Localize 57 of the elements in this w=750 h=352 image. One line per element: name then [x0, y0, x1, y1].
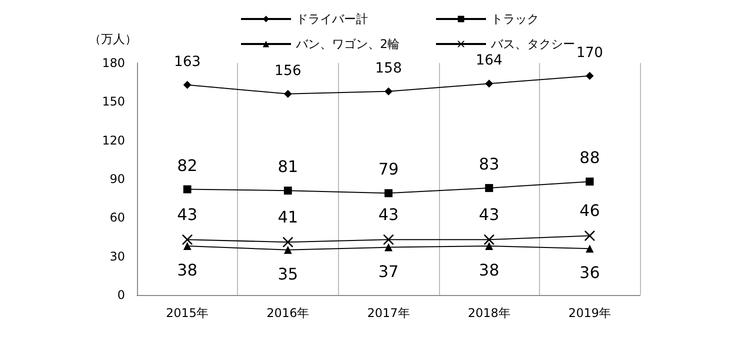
data-label: 38: [177, 260, 198, 280]
point: [586, 244, 594, 253]
point: [284, 246, 292, 254]
point: [384, 234, 394, 245]
point: [284, 186, 292, 195]
data-label: 43: [177, 205, 198, 224]
data-label: 43: [378, 205, 399, 224]
y-tick-label: 180: [102, 56, 125, 70]
point: [384, 87, 392, 96]
x-tick-label: 2015年: [166, 306, 209, 320]
x-tick-label: 2018年: [468, 306, 510, 320]
data-label: 88: [580, 148, 600, 168]
legend-label: ドライバー計: [296, 12, 368, 26]
data-label: 83: [478, 154, 500, 174]
point: [586, 72, 594, 80]
point: [183, 185, 192, 194]
data-label: 82: [177, 156, 198, 175]
point: [584, 230, 595, 241]
y-tick-label: 120: [102, 133, 125, 148]
y-tick-label: 90: [110, 172, 125, 186]
y-tick-label: 30: [110, 249, 125, 264]
y-axis-title: （万人）: [89, 32, 137, 46]
data-label: 170: [576, 44, 604, 61]
legend-label: バス、タクシー: [490, 37, 575, 51]
legend-label: バン、ワゴン、2輪: [295, 37, 400, 51]
point: [384, 189, 392, 198]
x-tick-label: 2017年: [367, 306, 410, 320]
point: [182, 234, 192, 245]
point: [183, 80, 192, 89]
data-label: 156: [274, 62, 302, 79]
point: [183, 242, 192, 250]
data-label: 81: [278, 157, 298, 176]
point: [485, 80, 494, 88]
point: [284, 90, 292, 98]
data-label: 38: [478, 260, 500, 280]
data-label: 158: [375, 60, 402, 76]
x-tick-label: 2016年: [266, 306, 310, 320]
point: [282, 237, 293, 248]
point: [485, 184, 494, 192]
point: [586, 178, 594, 186]
point: [384, 243, 392, 252]
y-tick-label: 150: [102, 94, 125, 109]
data-label: 37: [378, 262, 399, 281]
point: [484, 234, 494, 245]
data-label: 79: [378, 160, 399, 179]
data-label: 43: [478, 205, 500, 224]
data-label: 36: [580, 263, 600, 282]
data-label: 164: [476, 52, 503, 69]
data-label: 163: [174, 54, 201, 70]
point: [485, 242, 494, 250]
data-label: 41: [278, 208, 298, 227]
legend-label: トラック: [491, 12, 539, 26]
y-tick-label: 60: [110, 210, 125, 225]
data-label: 35: [278, 264, 298, 284]
x-tick-label: 2019年: [568, 306, 611, 320]
data-label: 46: [580, 201, 600, 220]
y-tick-label: 0: [117, 288, 125, 302]
